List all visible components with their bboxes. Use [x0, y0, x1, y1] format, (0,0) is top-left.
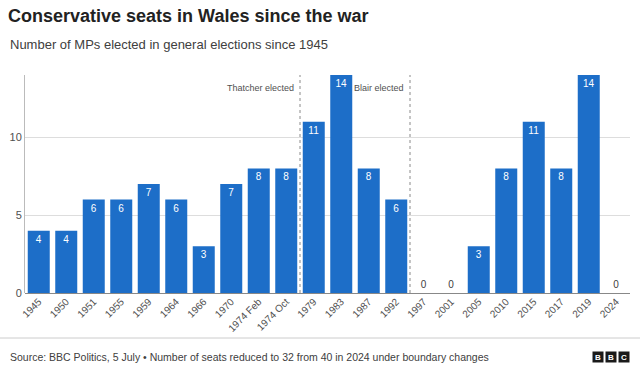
svg-text:4: 4	[36, 234, 42, 245]
svg-text:1959: 1959	[130, 296, 154, 320]
svg-text:8: 8	[503, 171, 509, 182]
svg-text:8: 8	[283, 171, 289, 182]
svg-text:8: 8	[558, 171, 564, 182]
svg-text:2001: 2001	[433, 296, 457, 320]
svg-text:5: 5	[16, 209, 22, 221]
svg-text:0: 0	[448, 279, 454, 290]
svg-text:C: C	[621, 353, 627, 362]
svg-text:14: 14	[335, 78, 347, 89]
svg-text:1979: 1979	[295, 296, 319, 320]
svg-text:2005: 2005	[460, 296, 484, 320]
svg-text:1974 Oct: 1974 Oct	[255, 296, 292, 333]
svg-text:1983: 1983	[323, 296, 347, 320]
svg-text:8: 8	[366, 171, 372, 182]
svg-text:Blair elected: Blair elected	[354, 83, 404, 93]
svg-text:1997: 1997	[405, 296, 429, 320]
svg-text:1970: 1970	[213, 296, 237, 320]
svg-text:7: 7	[146, 187, 152, 198]
svg-text:Conservative seats in Wales si: Conservative seats in Wales since the wa…	[8, 6, 369, 26]
svg-text:11: 11	[308, 125, 319, 136]
svg-text:B: B	[608, 353, 614, 362]
svg-text:10: 10	[10, 131, 22, 143]
svg-text:2019: 2019	[570, 296, 594, 320]
svg-text:1992: 1992	[378, 296, 402, 320]
svg-text:0: 0	[613, 279, 619, 290]
svg-text:0: 0	[16, 287, 22, 299]
svg-text:11: 11	[528, 125, 539, 136]
svg-text:Thatcher elected: Thatcher elected	[227, 83, 294, 93]
svg-text:2010: 2010	[488, 296, 512, 320]
svg-text:1964: 1964	[158, 296, 182, 320]
svg-text:4: 4	[63, 234, 69, 245]
svg-text:14: 14	[583, 78, 595, 89]
svg-text:B: B	[595, 353, 601, 362]
svg-text:2015: 2015	[515, 296, 539, 320]
svg-text:3: 3	[476, 249, 482, 260]
svg-text:1950: 1950	[48, 296, 72, 320]
svg-text:2017: 2017	[543, 296, 567, 320]
svg-text:0: 0	[421, 279, 427, 290]
svg-text:6: 6	[173, 203, 179, 214]
svg-text:1955: 1955	[103, 296, 127, 320]
svg-text:Source: BBC Politics, 5 July •: Source: BBC Politics, 5 July • Number of…	[10, 351, 489, 363]
svg-text:1945: 1945	[20, 296, 44, 320]
svg-text:6: 6	[91, 203, 97, 214]
svg-text:1951: 1951	[75, 296, 99, 320]
svg-text:7: 7	[228, 187, 234, 198]
svg-text:6: 6	[393, 203, 399, 214]
svg-text:8: 8	[256, 171, 262, 182]
svg-text:6: 6	[118, 203, 124, 214]
svg-text:1987: 1987	[350, 296, 374, 320]
svg-text:1974 Feb: 1974 Feb	[226, 296, 264, 334]
svg-text:2024: 2024	[598, 296, 622, 320]
svg-text:1966: 1966	[185, 296, 209, 320]
svg-text:3: 3	[201, 249, 207, 260]
svg-text:Number of MPs elected in gener: Number of MPs elected in general electio…	[10, 37, 328, 52]
